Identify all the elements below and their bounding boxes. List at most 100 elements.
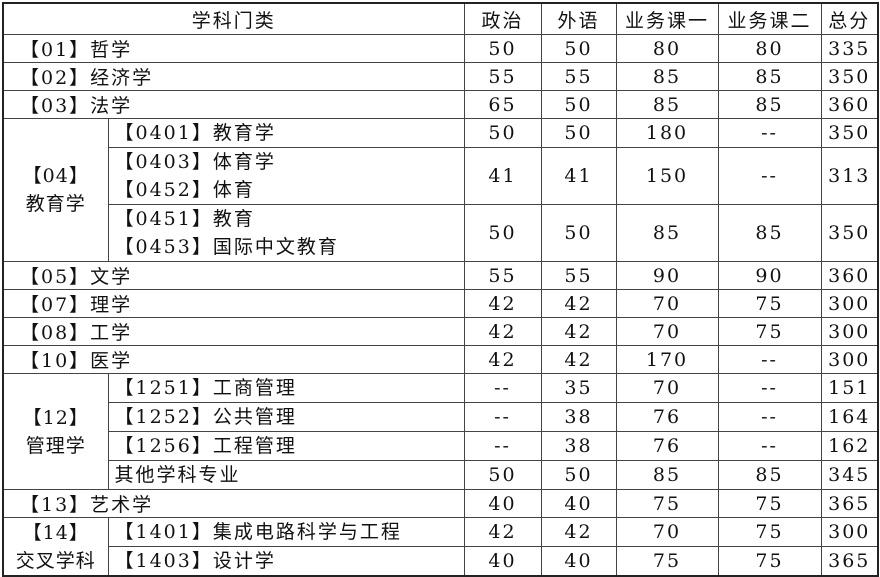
score-politics: 50 [463, 118, 542, 148]
score-course-two: 85 [717, 460, 822, 490]
score-course-one: 85 [615, 62, 719, 91]
score-politics: 50 [463, 204, 542, 262]
score-course-one: 70 [615, 517, 719, 547]
score-course-two: -- [717, 118, 822, 148]
score-politics: 41 [463, 147, 542, 205]
category-label: 【01】哲学 [2, 34, 465, 63]
group-label-line: 【14】 [22, 521, 89, 544]
score-politics: 55 [463, 62, 542, 91]
score-politics: 55 [463, 261, 542, 290]
subject-line: 【0403】体育学 [114, 151, 276, 173]
score-course-one: 76 [615, 402, 719, 432]
score-total: 313 [820, 147, 879, 205]
table-row: 【14】 交叉学科 【1401】集成电路科学与工程 42 42 70 75 300 [2, 517, 879, 577]
score-foreign-language: 55 [540, 261, 617, 290]
score-total: 164 [820, 402, 879, 432]
score-course-two: -- [717, 373, 822, 403]
table-row: 【0451】教育 【0453】国际中文教育 50 50 85 85 350 [3, 204, 879, 262]
table-row: 【1403】设计学 40 40 75 75 365 [3, 546, 879, 577]
table-row: 【05】文学 55 55 90 90 360 [2, 261, 879, 290]
table-row: 其他学科专业 50 50 85 85 345 [3, 460, 879, 490]
category-label: 【05】文学 [2, 261, 465, 290]
score-course-two: 75 [717, 517, 822, 547]
score-course-two: 85 [717, 90, 822, 119]
score-foreign-language: 38 [540, 402, 617, 432]
group-label: 【14】 交叉学科 [2, 517, 109, 577]
score-course-two: -- [717, 147, 822, 205]
score-politics: 65 [463, 90, 542, 119]
score-course-one: 70 [615, 317, 719, 346]
score-foreign-language: 50 [540, 90, 617, 119]
group-label-line: 教育学 [25, 193, 86, 215]
subject-line: 【1251】工商管理 [114, 377, 297, 399]
score-total: 365 [820, 489, 879, 518]
group-label-line: 【12】 [22, 406, 89, 429]
score-total: 162 [820, 431, 879, 461]
subject-label: 【1403】设计学 [107, 546, 465, 577]
score-course-two: -- [717, 431, 822, 461]
subject-label: 【1252】公共管理 [107, 402, 465, 432]
score-course-one: 76 [615, 431, 719, 461]
table-row: 【10】医学 42 42 170 -- 300 [2, 345, 879, 374]
score-total: 365 [820, 546, 879, 577]
score-politics: 42 [463, 317, 542, 346]
table-row: 【03】法学 65 50 85 85 360 [2, 90, 879, 119]
subject-line: 【1252】公共管理 [114, 406, 297, 428]
subject-line: 【0451】教育 [114, 208, 255, 230]
table-row: 【12】 管理学 【1251】工商管理 -- 35 70 -- 151 [2, 373, 879, 490]
score-total: 300 [820, 317, 879, 346]
category-label: 【08】工学 [2, 317, 465, 346]
score-course-one: 80 [615, 34, 719, 63]
score-course-one: 150 [615, 147, 719, 205]
subject-label: 【1401】集成电路科学与工程 [107, 517, 465, 547]
category-label: 【07】理学 [2, 289, 465, 318]
subject-label: 【0403】体育学 【0452】体育 [107, 147, 465, 205]
header-course-one: 业务课一 [615, 2, 719, 35]
score-total: 151 [820, 373, 879, 403]
score-course-two: 75 [717, 546, 822, 577]
score-foreign-language: 50 [540, 118, 617, 148]
table-row: 【13】艺术学 40 40 75 75 365 [2, 489, 879, 518]
score-course-one: 70 [615, 373, 719, 403]
score-politics: -- [463, 402, 542, 432]
score-course-one: 170 [615, 345, 719, 374]
score-politics: 42 [463, 345, 542, 374]
score-course-one: 85 [615, 460, 719, 490]
score-politics: 50 [463, 460, 542, 490]
header-category: 学科门类 [2, 2, 465, 35]
score-foreign-language: 41 [540, 147, 617, 205]
score-course-one: 75 [615, 546, 719, 577]
subject-label: 【1256】工程管理 [107, 431, 465, 461]
subject-label: 【0401】教育学 [107, 118, 465, 148]
header-politics: 政治 [463, 2, 542, 35]
score-total: 360 [820, 261, 879, 290]
header-row: 学科门类 政治 外语 业务课一 业务课二 总分 [2, 2, 879, 35]
header-foreign-language: 外语 [540, 2, 617, 35]
score-course-two: 75 [717, 289, 822, 318]
subject-line: 其他学科专业 [114, 464, 241, 486]
score-course-two: -- [717, 402, 822, 432]
score-politics: -- [463, 431, 542, 461]
table-row: 【0403】体育学 【0452】体育 41 41 150 -- 313 [3, 147, 879, 205]
category-label: 【13】艺术学 [2, 489, 465, 518]
category-label: 【10】医学 [2, 345, 465, 374]
subject-label: 其他学科专业 [107, 460, 465, 490]
table-row: 【1252】公共管理 -- 38 76 -- 164 [3, 402, 879, 432]
score-foreign-language: 35 [540, 373, 617, 403]
score-foreign-language: 38 [540, 431, 617, 461]
score-total: 300 [820, 345, 879, 374]
score-politics: 50 [463, 34, 542, 63]
score-total: 360 [820, 90, 879, 119]
score-total: 350 [820, 62, 879, 91]
table-row: 【1256】工程管理 -- 38 76 -- 162 [3, 431, 879, 461]
score-total: 350 [820, 204, 879, 262]
table-row: 【02】经济学 55 55 85 85 350 [2, 62, 879, 91]
header-course-two: 业务课二 [717, 2, 822, 35]
subject-label: 【1251】工商管理 [107, 373, 465, 403]
score-total: 335 [820, 34, 879, 63]
table-row: 【07】理学 42 42 70 75 300 [2, 289, 879, 318]
score-course-one: 180 [615, 118, 719, 148]
subject-line: 【0452】体育 [114, 179, 255, 201]
score-course-two: 85 [717, 62, 822, 91]
score-foreign-language: 50 [540, 34, 617, 63]
